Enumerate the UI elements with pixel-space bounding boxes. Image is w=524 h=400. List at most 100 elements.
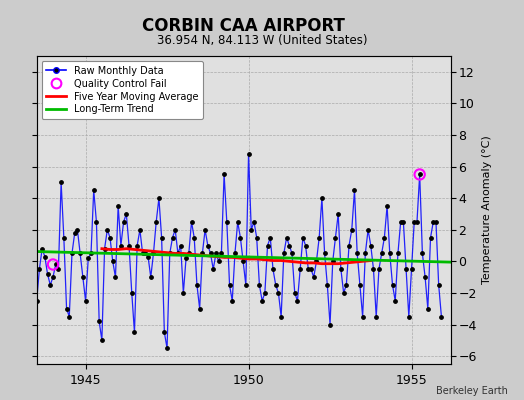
Point <box>323 282 332 288</box>
Point <box>342 282 351 288</box>
Point <box>21 239 30 246</box>
Point <box>282 234 291 241</box>
Point <box>266 234 275 241</box>
Point <box>152 219 160 225</box>
Point <box>204 242 212 249</box>
Point <box>271 282 280 288</box>
Point <box>111 274 119 280</box>
Point <box>177 242 185 249</box>
Point <box>190 234 199 241</box>
Point <box>43 271 52 277</box>
Point <box>407 266 416 272</box>
Point <box>274 290 282 296</box>
Point <box>138 250 147 257</box>
Point <box>397 219 405 225</box>
Point <box>30 282 38 288</box>
Point <box>195 306 204 312</box>
Point <box>228 298 236 304</box>
Point <box>358 314 367 320</box>
Point <box>97 337 106 344</box>
Point <box>101 246 109 252</box>
Point <box>27 242 36 249</box>
Point <box>340 290 348 296</box>
Point <box>163 345 171 352</box>
Point <box>334 211 342 217</box>
Point <box>369 266 378 272</box>
Point <box>280 250 288 257</box>
Point <box>388 282 397 288</box>
Text: 36.954 N, 84.113 W (United States): 36.954 N, 84.113 W (United States) <box>157 34 367 47</box>
Point <box>141 250 149 257</box>
Point <box>193 282 201 288</box>
Text: Berkeley Earth: Berkeley Earth <box>436 386 508 396</box>
Point <box>290 290 299 296</box>
Point <box>427 234 435 241</box>
Point <box>383 203 391 209</box>
Point <box>95 318 103 324</box>
Point <box>361 250 369 257</box>
Point <box>223 219 231 225</box>
Point <box>405 314 413 320</box>
Point <box>391 298 399 304</box>
Point <box>423 306 432 312</box>
Point <box>350 187 358 194</box>
Point <box>377 250 386 257</box>
Point <box>114 203 123 209</box>
Point <box>130 329 139 336</box>
Point <box>19 250 27 257</box>
Point <box>220 171 228 178</box>
Point <box>236 234 245 241</box>
Point <box>437 314 445 320</box>
Point <box>65 314 73 320</box>
Point <box>57 179 66 186</box>
Point <box>320 250 329 257</box>
Point <box>413 219 421 225</box>
Point <box>418 250 427 257</box>
Point <box>54 266 62 272</box>
Point <box>117 242 125 249</box>
Point <box>79 274 87 280</box>
Point <box>416 171 424 178</box>
Point <box>231 250 239 257</box>
Point <box>49 261 57 268</box>
Point <box>174 250 182 257</box>
Point <box>76 250 84 257</box>
Point <box>68 250 76 257</box>
Point <box>304 266 312 272</box>
Point <box>372 314 380 320</box>
Point <box>285 242 293 249</box>
Point <box>81 298 90 304</box>
Point <box>149 250 158 257</box>
Point <box>402 266 410 272</box>
Point <box>375 266 383 272</box>
Point <box>329 258 337 264</box>
Title: CORBIN CAA AIRPORT: CORBIN CAA AIRPORT <box>142 17 345 35</box>
Point <box>87 250 95 257</box>
Point <box>247 226 255 233</box>
Point <box>244 151 253 157</box>
Point <box>310 274 318 280</box>
Point <box>125 242 133 249</box>
Point <box>214 258 223 264</box>
Point <box>62 306 71 312</box>
Point <box>136 226 144 233</box>
Point <box>416 171 424 178</box>
Point <box>179 290 188 296</box>
Point <box>122 211 130 217</box>
Point <box>353 250 362 257</box>
Point <box>315 234 323 241</box>
Point <box>217 250 226 257</box>
Point <box>337 266 345 272</box>
Point <box>201 226 209 233</box>
Point <box>46 282 54 288</box>
Point <box>386 250 394 257</box>
Point <box>394 250 402 257</box>
Point <box>182 255 190 261</box>
Point <box>212 250 220 257</box>
Point <box>108 258 117 264</box>
Point <box>434 282 443 288</box>
Point <box>234 219 242 225</box>
Point <box>345 242 353 249</box>
Point <box>225 282 234 288</box>
Point <box>293 298 302 304</box>
